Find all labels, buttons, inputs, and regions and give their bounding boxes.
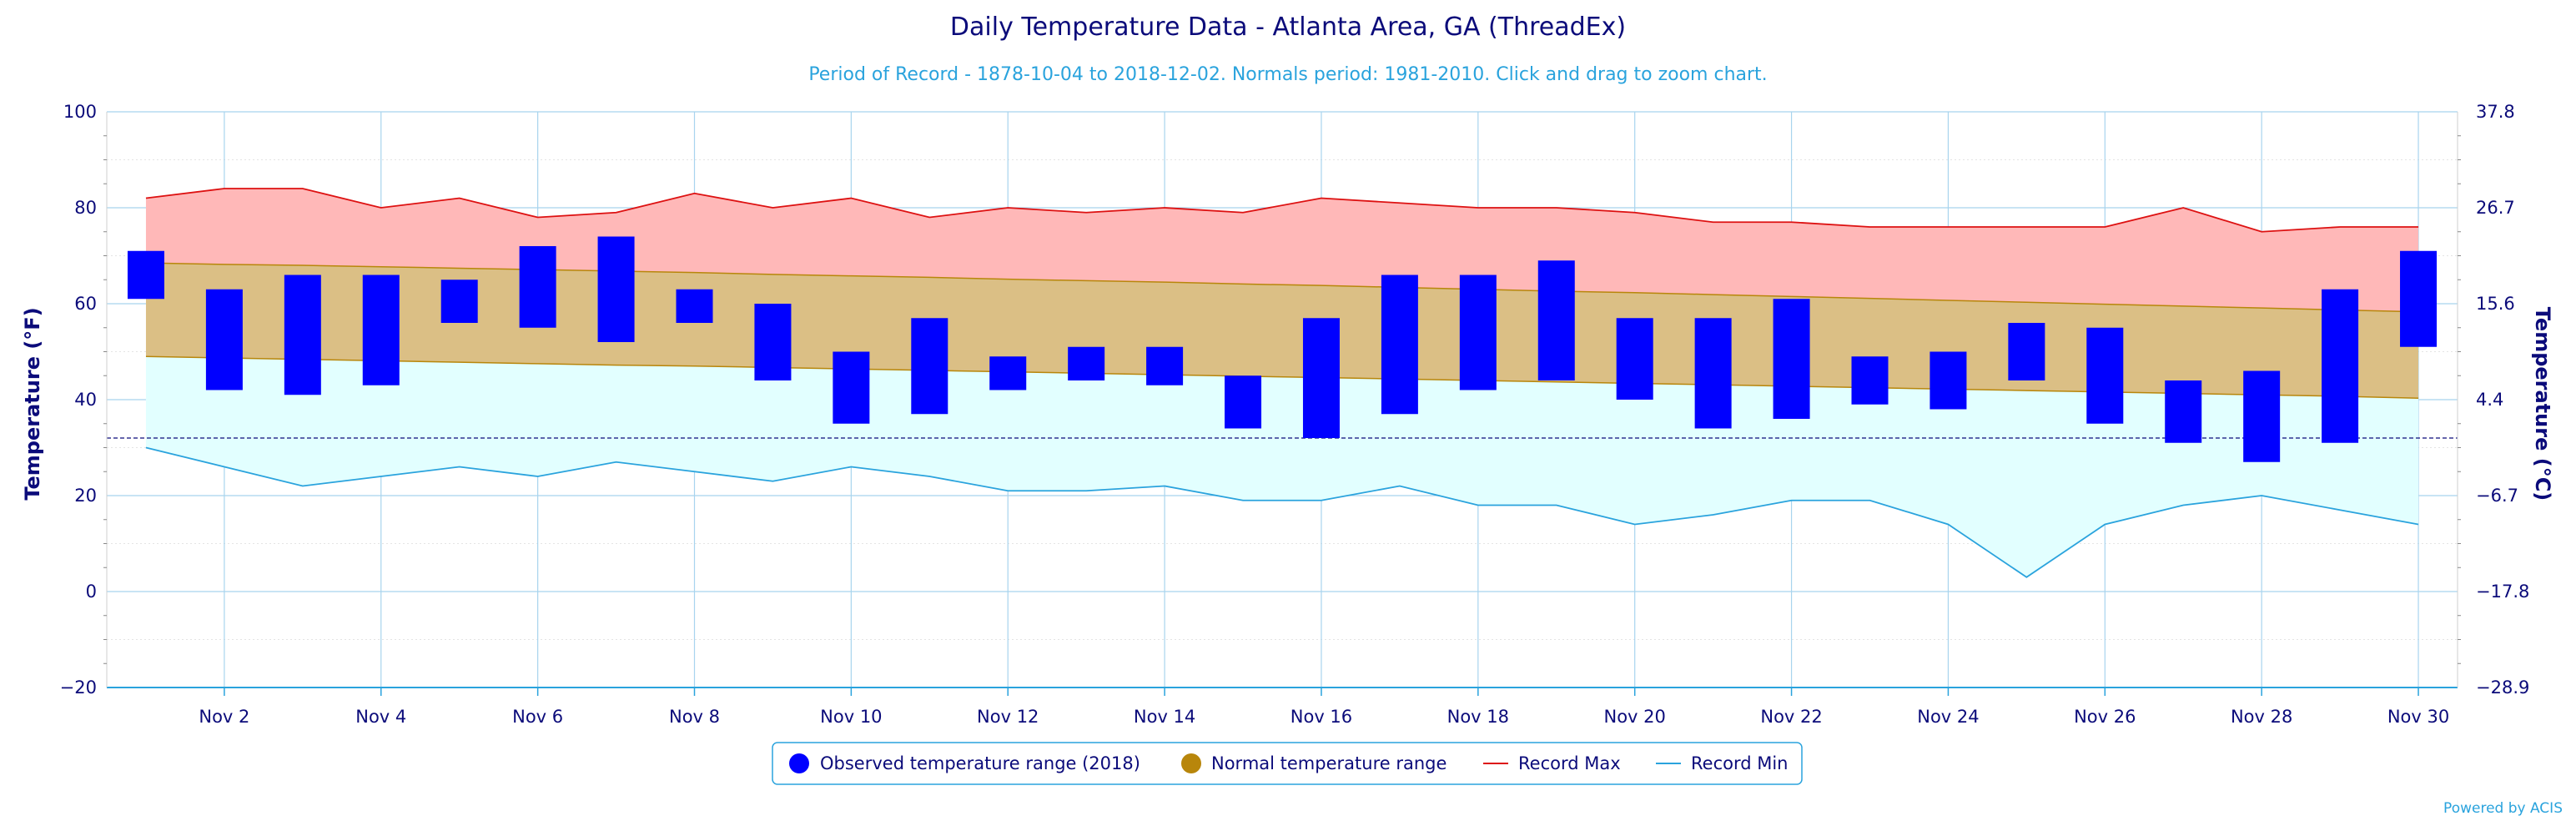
record-lines bbox=[145, 188, 2419, 578]
legend-normal-marker bbox=[1181, 753, 1201, 773]
y-tick-label-left: 40 bbox=[74, 390, 97, 410]
observed-bar[interactable] bbox=[676, 289, 713, 323]
observed-bar[interactable] bbox=[1146, 346, 1184, 385]
y-tick-label-right: 26.7 bbox=[2476, 198, 2515, 218]
x-tick-label: Nov 14 bbox=[1134, 707, 1195, 727]
x-tick-label: Nov 30 bbox=[2387, 707, 2449, 727]
observed-bar[interactable] bbox=[1068, 346, 1105, 380]
legend-box bbox=[772, 742, 1803, 785]
observed-bar[interactable] bbox=[1459, 275, 1497, 390]
observed-bar[interactable] bbox=[127, 250, 164, 300]
normal-low-line bbox=[145, 355, 2419, 400]
y-tick-label-right: −6.7 bbox=[2476, 486, 2518, 506]
x-tick-label: Nov 10 bbox=[820, 707, 882, 727]
legend-observed-marker bbox=[789, 753, 809, 773]
y-tick-label-left: 20 bbox=[74, 486, 97, 506]
observed-bar[interactable] bbox=[754, 304, 792, 380]
observed-bar[interactable] bbox=[2243, 370, 2281, 462]
x-tick-label: Nov 16 bbox=[1291, 707, 1352, 727]
observed-bar[interactable] bbox=[911, 318, 948, 415]
legend-item-observed[interactable]: Observed temperature range (2018) bbox=[789, 753, 1140, 773]
observed-bar[interactable] bbox=[1302, 318, 1340, 438]
normal-range-area bbox=[145, 263, 2419, 399]
y-tick-label-right: −28.9 bbox=[2476, 677, 2529, 698]
legend-item-normal[interactable]: Normal temperature range bbox=[1181, 753, 1446, 773]
observed-bar[interactable] bbox=[1616, 318, 1653, 400]
legend-record-min-label: Record Min bbox=[1691, 753, 1789, 773]
x-axis-ticks: Nov 2 Nov 4 Nov 6 Nov 8 Nov 10 Nov 12 Nov 14 No… bbox=[199, 688, 2449, 727]
y-tick-label-right: 4.4 bbox=[2476, 390, 2503, 410]
y-axis-right-title: Temperature (°C) bbox=[2531, 307, 2554, 501]
chart-title: Daily Temperature Data - Atlanta Area, G… bbox=[950, 13, 1626, 42]
observed-bar[interactable] bbox=[2008, 323, 2045, 380]
observed-bar[interactable] bbox=[2322, 289, 2359, 443]
observed-bar[interactable] bbox=[989, 356, 1027, 390]
observed-bar[interactable] bbox=[205, 289, 243, 390]
record-min-line bbox=[145, 446, 2419, 578]
record-high-area bbox=[145, 189, 2419, 312]
record-low-area bbox=[145, 356, 2419, 577]
observed-bar[interactable] bbox=[1381, 275, 1418, 415]
x-tick-label: Nov 6 bbox=[512, 707, 563, 727]
x-tick-label: Nov 2 bbox=[199, 707, 249, 727]
axes bbox=[103, 112, 2461, 688]
observed-bar[interactable] bbox=[1225, 375, 1262, 429]
x-tick-label: Nov 20 bbox=[1604, 707, 1666, 727]
observed-bar[interactable] bbox=[1537, 260, 1575, 380]
record-max-line bbox=[145, 188, 2419, 233]
y-tick-label-right: 37.8 bbox=[2476, 102, 2515, 122]
observed-bar[interactable] bbox=[1851, 356, 1889, 405]
x-tick-label: Nov 8 bbox=[669, 707, 720, 727]
observed-bar[interactable] bbox=[833, 351, 870, 424]
legend-observed-label: Observed temperature range (2018) bbox=[820, 753, 1140, 773]
observed-bar[interactable] bbox=[1929, 351, 1967, 410]
observed-bar[interactable] bbox=[284, 275, 321, 395]
observed-bar[interactable] bbox=[2400, 250, 2438, 347]
observed-bars[interactable] bbox=[127, 236, 2438, 462]
y-tick-label-right: −17.8 bbox=[2476, 582, 2529, 602]
x-tick-label: Nov 28 bbox=[2231, 707, 2292, 727]
y-tick-label-right: 15.6 bbox=[2476, 294, 2515, 314]
legend-item-record-max[interactable]: Record Max bbox=[1483, 753, 1621, 773]
x-tick-label: Nov 4 bbox=[355, 707, 406, 727]
observed-bar[interactable] bbox=[597, 236, 635, 343]
observed-bar[interactable] bbox=[362, 275, 400, 385]
observed-bar[interactable] bbox=[519, 246, 556, 328]
x-tick-label: Nov 26 bbox=[2074, 707, 2136, 727]
y-tick-label-left: −20 bbox=[60, 677, 97, 698]
normal-range-band bbox=[145, 189, 2419, 577]
y-tick-label-left: 0 bbox=[86, 582, 97, 602]
observed-bar[interactable] bbox=[440, 280, 478, 323]
legend: Observed temperature range (2018) Normal… bbox=[772, 742, 1803, 785]
y-axis-left-title: Temperature (°F) bbox=[21, 307, 44, 500]
x-tick-label: Nov 24 bbox=[1917, 707, 1979, 727]
legend-record-max-label: Record Max bbox=[1518, 753, 1621, 773]
observed-bar[interactable] bbox=[2165, 380, 2202, 443]
y-axis-right-ticks: 37.8 26.7 15.6 4.4 −6.7 −17.8 −28.9 bbox=[2476, 102, 2529, 698]
chart-subtitle: Period of Record - 1878-10-04 to 2018-12… bbox=[808, 64, 1767, 85]
y-tick-label-left: 100 bbox=[63, 102, 97, 122]
y-axis-left-ticks: 100 80 60 40 20 0 −20 bbox=[60, 102, 97, 698]
x-tick-label: Nov 22 bbox=[1760, 707, 1822, 727]
x-tick-label: Nov 18 bbox=[1447, 707, 1509, 727]
credits-link[interactable]: Powered by ACIS bbox=[2443, 800, 2563, 817]
y-tick-label-left: 60 bbox=[74, 294, 97, 314]
legend-normal-label: Normal temperature range bbox=[1211, 753, 1446, 773]
x-tick-label: Nov 12 bbox=[977, 707, 1039, 727]
y-tick-label-left: 80 bbox=[74, 198, 97, 218]
observed-bar[interactable] bbox=[2086, 327, 2124, 424]
observed-bar[interactable] bbox=[1773, 299, 1810, 419]
legend-item-record-min[interactable]: Record Min bbox=[1656, 753, 1789, 773]
observed-bar[interactable] bbox=[1694, 318, 1732, 429]
